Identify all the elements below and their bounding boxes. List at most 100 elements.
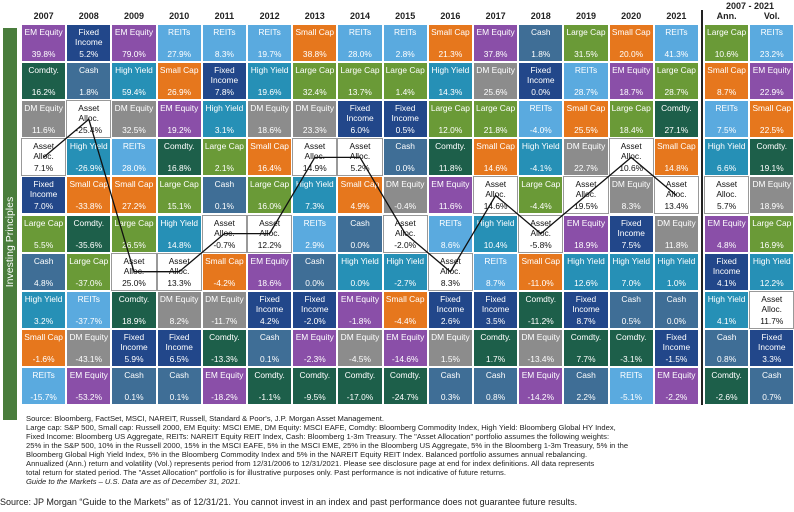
return-value: 3.2%	[34, 315, 54, 326]
return-value: -14.6%	[391, 353, 419, 364]
return-value: -9.5%	[303, 391, 326, 402]
asset-class-label: REITs	[529, 103, 552, 114]
year-header-2010: 2010	[169, 11, 190, 21]
return-value: -17.0%	[346, 391, 374, 402]
return-value: 3.3%	[762, 353, 782, 364]
return-cell: Comdty. -3.1%	[608, 328, 654, 367]
return-value: 79.0%	[122, 49, 146, 60]
year-header-2017: 2017	[485, 11, 506, 21]
return-value: 21.3%	[438, 49, 463, 60]
return-value: 14.9%	[302, 163, 327, 174]
return-cell: High Yield 12.2%	[749, 252, 794, 291]
return-cell: Cash 0.1%	[111, 366, 157, 405]
return-value: -11.7%	[211, 315, 238, 326]
return-cell: DM Equity 18.6%	[247, 100, 293, 139]
asset-class-label: EM Equity	[657, 369, 696, 380]
return-cell: Fixed Income 6.5%	[156, 328, 202, 367]
asset-class-label: DM Equity	[69, 331, 109, 342]
return-cell: Fixed Income 0.5%	[382, 100, 428, 139]
asset-class-label: EM Equity	[114, 27, 154, 37]
asset-class-label: Cash	[485, 369, 506, 380]
return-value: 3.1%	[214, 125, 234, 136]
return-cell: Fixed Income 7.8%	[201, 62, 247, 101]
return-cell: EM Equity 18.9%	[563, 214, 609, 253]
return-cell: DM Equity 11.8%	[653, 214, 699, 253]
return-value: 0.1%	[169, 391, 189, 402]
return-value: 0.7%	[762, 391, 782, 402]
return-value: 19.7%	[257, 49, 282, 60]
return-value: -11.0%	[527, 277, 554, 288]
return-value: 6.5%	[169, 353, 189, 364]
asset-class-label: Small Cap	[205, 255, 244, 266]
asset-class-label: High Yield	[295, 179, 334, 190]
asset-class-label: DM Equity	[24, 103, 63, 114]
return-cell: Large Cap 16.9%	[749, 214, 794, 253]
return-cell: EM Equity 18.6%	[247, 252, 293, 291]
year-header-2011: 2011	[214, 11, 235, 21]
asset-class-label: REITs	[574, 65, 598, 76]
return-value: -35.6%	[75, 239, 103, 250]
return-value: 8.6%	[440, 239, 460, 250]
year-header-ann: Ann.	[716, 11, 737, 21]
asset-class-label: Asset Alloc.	[485, 179, 507, 200]
return-cell: Small Cap -4.2%	[201, 252, 247, 291]
return-value: -4.4%	[394, 315, 417, 326]
return-cell: REITs 41.3%	[653, 24, 699, 63]
asset-class-label: REITs	[665, 27, 688, 37]
asset-class-label: Large Cap	[250, 179, 290, 190]
return-cell: Comdty. 16.8%	[156, 138, 202, 177]
return-cell: Cash 0.3%	[427, 366, 473, 405]
return-value: 18.9%	[122, 315, 146, 326]
return-cell: Small Cap 4.9%	[337, 176, 383, 215]
return-value: -33.8%	[75, 201, 103, 212]
asset-class-label: Large Cap	[430, 103, 470, 114]
asset-class-label: High Yield	[205, 103, 244, 114]
return-value: 14.3%	[438, 87, 463, 98]
summary-divider	[701, 10, 703, 405]
return-value: 8.3%	[214, 49, 234, 60]
asset-class-label: High Yield	[250, 65, 289, 76]
return-value: 32.5%	[122, 125, 146, 136]
return-value: -1.1%	[258, 391, 281, 402]
return-cell: Fixed Income 2.6%	[427, 290, 473, 329]
asset-class-label: REITs	[32, 369, 55, 380]
asset-class-label: Small Cap	[159, 65, 199, 76]
footnote-line: Source: Bloomberg, FactSet, MSCI, NAREIT…	[26, 414, 384, 423]
return-value: 0.8%	[486, 391, 506, 402]
return-value: 28.7%	[664, 87, 689, 98]
return-value: 12.6%	[574, 277, 598, 288]
return-cell: REITs 28.0%	[337, 24, 383, 63]
return-cell: REITs 28.7%	[563, 62, 609, 101]
return-value: 14.8%	[664, 163, 689, 174]
return-value: -2.0%	[394, 239, 417, 250]
asset-class-label: Fixed Income	[758, 331, 786, 352]
return-value: 28.7%	[574, 87, 598, 98]
return-cell: High Yield -2.7%	[382, 252, 428, 291]
asset-class-label: EM Equity	[205, 369, 244, 380]
return-cell: Comdty. -1.1%	[247, 366, 293, 405]
return-value: 16.4%	[257, 163, 282, 174]
asset-class-label: Fixed Income	[120, 331, 148, 352]
asset-class-label: REITs	[760, 27, 783, 37]
asset-class-label: Fixed Income	[75, 27, 103, 47]
span-header: 2007 - 2021	[725, 1, 775, 11]
footnote-line: Bloomberg Global High Yield Index, 5% in…	[26, 450, 588, 459]
year-header-2014: 2014	[349, 11, 370, 21]
return-cell: Small Cap -11.0%	[518, 252, 564, 291]
return-cell: Comdty. -9.5%	[292, 366, 338, 405]
return-value: -11.2%	[527, 315, 554, 326]
return-cell: EM Equity 39.8%	[21, 24, 67, 63]
asset-class-label: Large Cap	[159, 179, 199, 190]
asset-class-label: EM Equity	[250, 255, 289, 266]
return-value: 19.1%	[759, 163, 784, 174]
return-cell: DM Equity -0.4%	[382, 176, 428, 215]
return-value: 22.9%	[759, 87, 784, 98]
return-cell: Small Cap 14.6%	[473, 138, 519, 177]
asset-class-label: Fixed Income	[481, 293, 510, 314]
return-value: 26.5%	[122, 239, 146, 250]
asset-class-label: Large Cap	[611, 103, 651, 114]
asset-class-label: Cash	[716, 331, 737, 342]
asset-class-label: Cash	[259, 331, 280, 342]
return-value: -0.7%	[213, 239, 236, 250]
return-cell: REITs 7.5%	[704, 100, 750, 139]
